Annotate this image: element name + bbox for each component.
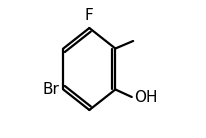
- Text: F: F: [85, 8, 94, 22]
- Text: Br: Br: [42, 82, 59, 97]
- Text: OH: OH: [135, 90, 158, 104]
